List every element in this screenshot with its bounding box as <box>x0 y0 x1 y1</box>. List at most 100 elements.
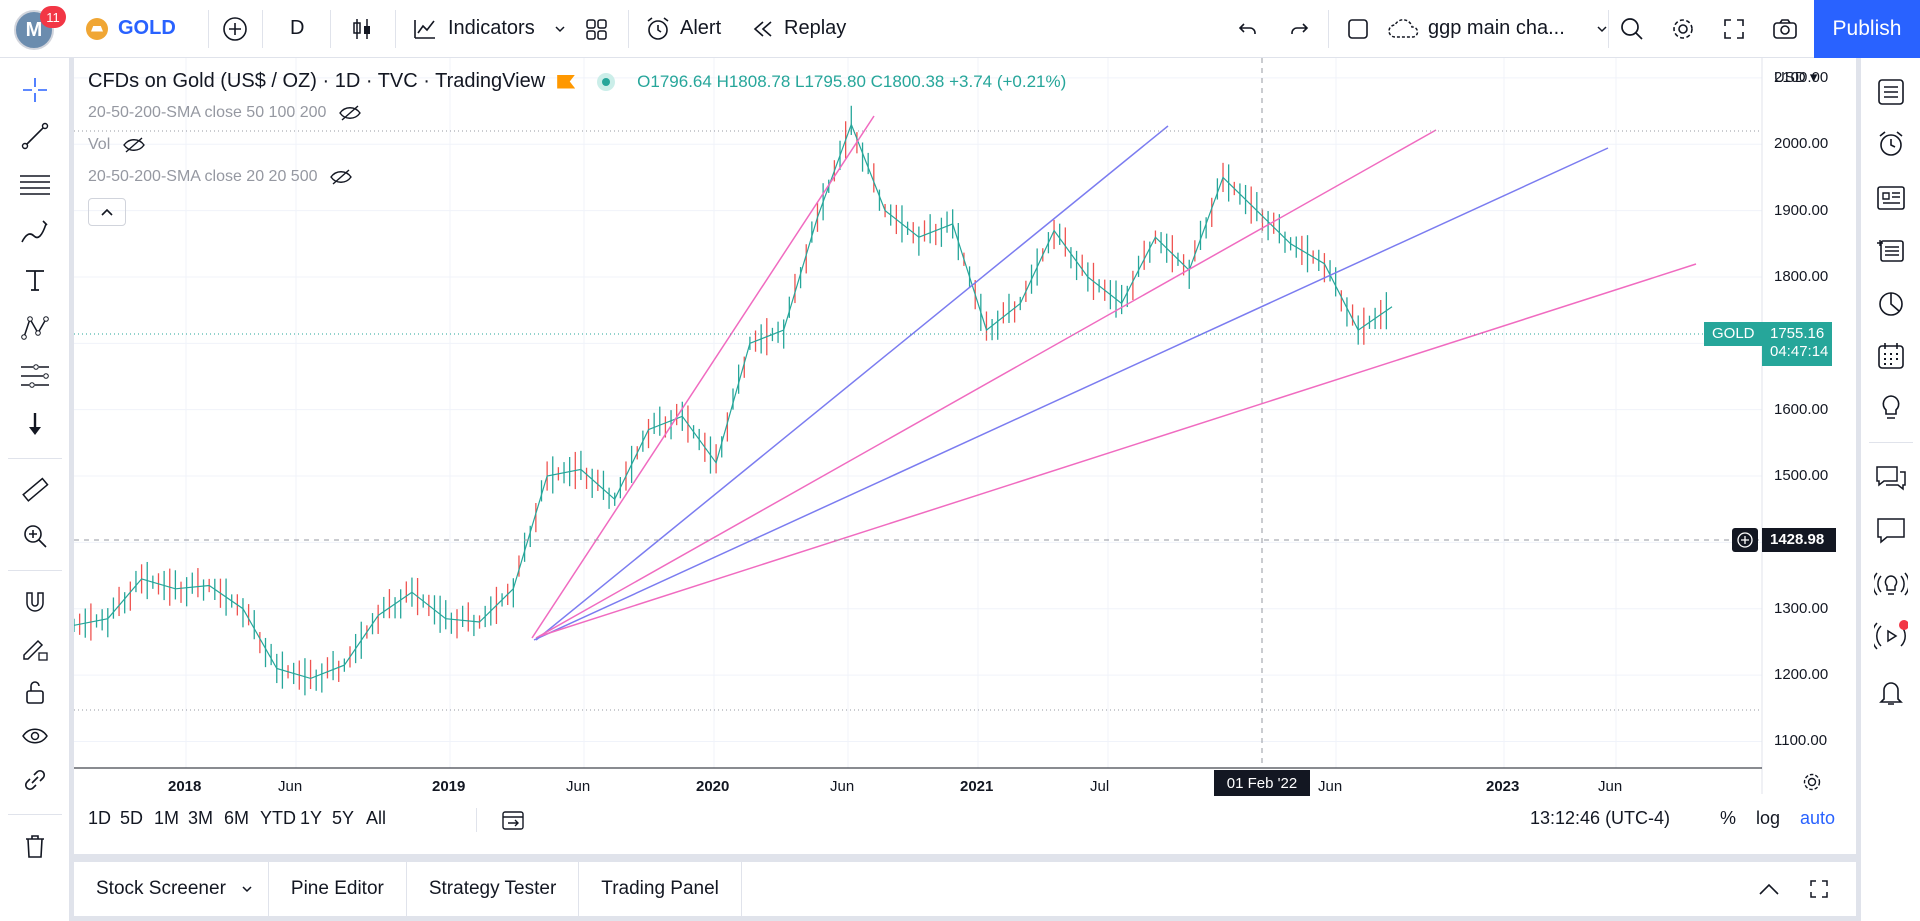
symbol-search[interactable]: GOLD <box>86 0 176 58</box>
hotlists-button[interactable] <box>1871 284 1911 324</box>
grid-layout-icon <box>586 19 607 40</box>
templates-button[interactable] <box>576 9 616 49</box>
collapse-legend-button[interactable] <box>88 198 126 226</box>
text-tool[interactable] <box>15 260 55 300</box>
go-to-date-button[interactable] <box>498 806 528 834</box>
fib-tool[interactable] <box>15 164 55 204</box>
snapshot-button[interactable] <box>1765 9 1805 49</box>
fan-line-pink-1 <box>531 115 875 639</box>
price-line <box>74 122 1393 680</box>
hide-drawings-tool[interactable] <box>15 716 55 756</box>
square-icon <box>1348 19 1368 39</box>
arrow-tool[interactable] <box>15 404 55 444</box>
streams-button[interactable] <box>1871 564 1911 604</box>
layout-menu[interactable]: ggp main cha... <box>1386 0 1609 58</box>
news-button[interactable] <box>1871 178 1911 218</box>
trash-icon <box>26 835 44 858</box>
eye-hidden-icon[interactable] <box>338 104 362 122</box>
calendar-button[interactable] <box>1871 336 1911 376</box>
eye-hidden-icon[interactable] <box>122 136 146 154</box>
publish-button[interactable]: Publish <box>1814 0 1920 58</box>
clock-label[interactable]: 13:12:46 (UTC-4) <box>1530 808 1671 828</box>
zoom-tool[interactable] <box>15 516 55 556</box>
live-streams-button[interactable] <box>1871 616 1911 656</box>
search-button[interactable] <box>1612 9 1652 49</box>
range-button-5y[interactable]: 5Y <box>332 808 355 828</box>
tab-trading-panel[interactable]: Trading Panel <box>579 862 742 916</box>
flag-icon[interactable] <box>557 74 576 89</box>
data-window-button[interactable] <box>1871 230 1911 270</box>
crosshair-price-tag: 1428.98 <box>1762 528 1836 552</box>
sync-drawings-tool[interactable] <box>15 760 55 800</box>
range-button-6m[interactable]: 6M <box>224 808 250 828</box>
legend-title: CFDs on Gold (US$ / OZ) · 1D · TVC · Tra… <box>88 70 546 92</box>
replay-button[interactable]: Replay <box>750 0 846 58</box>
range-button-all[interactable]: All <box>366 808 387 828</box>
chats-button[interactable] <box>1871 458 1911 498</box>
ideas-button[interactable] <box>1871 388 1911 428</box>
fullscreen-button[interactable] <box>1714 9 1754 49</box>
interval-button[interactable]: D <box>290 0 304 58</box>
chart-type-button[interactable] <box>342 9 382 49</box>
indicators-button[interactable]: Indicators <box>412 0 567 58</box>
price-axis-label: 1200.00 <box>1774 666 1829 684</box>
price-axis-label: 1900.00 <box>1774 201 1829 219</box>
undo-button[interactable] <box>1228 9 1268 49</box>
interval-label: D <box>290 17 305 39</box>
price-chart[interactable] <box>74 58 1856 794</box>
alerts-button[interactable] <box>1871 124 1911 164</box>
watchlist-button[interactable] <box>1871 72 1911 112</box>
range-button-3m[interactable]: 3M <box>188 808 214 828</box>
compare-add-button[interactable] <box>215 9 255 49</box>
chart-settings-button[interactable] <box>1798 770 1826 794</box>
measure-tool[interactable] <box>15 470 55 510</box>
tab-strategy-tester[interactable]: Strategy Tester <box>407 862 580 916</box>
right-sidebar <box>1860 58 1920 921</box>
indicator-row-2[interactable]: Vol <box>88 136 146 154</box>
lock-drawing-tool[interactable] <box>15 628 55 668</box>
range-button-ytd[interactable]: YTD <box>260 808 296 828</box>
range-button-5d[interactable]: 5D <box>120 808 144 828</box>
brush-tool[interactable] <box>15 212 55 252</box>
expand-icon <box>1810 880 1828 898</box>
notifications-button[interactable] <box>1871 672 1911 712</box>
currency-selector[interactable]: USD ▾ <box>1774 69 1818 86</box>
tab-stock-screener[interactable]: Stock Screener <box>74 862 269 916</box>
collapse-panel-button[interactable] <box>1754 874 1784 904</box>
log-toggle[interactable]: log <box>1756 808 1781 828</box>
redo-button[interactable] <box>1279 9 1319 49</box>
trend-line-tool[interactable] <box>15 116 55 156</box>
auto-toggle[interactable]: auto <box>1800 808 1836 828</box>
remove-drawings-tool[interactable] <box>15 826 55 866</box>
brush-icon <box>21 220 48 243</box>
prediction-tool[interactable] <box>15 356 55 396</box>
range-button-1m[interactable]: 1M <box>154 808 180 828</box>
unlock-icon <box>26 681 44 704</box>
price-axis-label: 2000.00 <box>1774 135 1829 153</box>
pattern-tool[interactable] <box>15 308 55 348</box>
ohlc-values: O1796.64 H1808.78 L1795.80 C1800.38 +3.7… <box>637 71 1067 91</box>
layout-name: ggp main cha... <box>1428 17 1565 39</box>
indicator-row-3[interactable]: 20-50-200-SMA close 20 20 500 <box>88 168 353 186</box>
percent-toggle[interactable]: % <box>1720 808 1737 828</box>
fullscreen-layout-button[interactable] <box>1338 9 1378 49</box>
fan-line-pink-2 <box>535 129 1437 639</box>
chart-pane[interactable]: CFDs on Gold (US$ / OZ) · 1D · TVC · Tra… <box>74 58 1856 854</box>
lock-all-tool[interactable] <box>15 672 55 712</box>
settings-button[interactable] <box>1663 9 1703 49</box>
candles-icon <box>353 19 370 39</box>
range-button-1y[interactable]: 1Y <box>300 808 323 828</box>
maximize-panel-button[interactable] <box>1804 874 1834 904</box>
add-alert-button[interactable] <box>1732 528 1758 552</box>
public-chats-button[interactable] <box>1871 510 1911 550</box>
indicator-row-1[interactable]: 20-50-200-SMA close 50 100 200 <box>88 104 362 122</box>
alert-label: Alert <box>680 17 722 39</box>
alert-button[interactable]: Alert <box>644 0 721 58</box>
tab-pine-editor[interactable]: Pine Editor <box>269 862 407 916</box>
crosshair-tool[interactable] <box>15 70 55 110</box>
range-button-1d[interactable]: 1D <box>88 808 112 828</box>
play-broadcast-icon <box>1874 620 1908 650</box>
magnet-tool[interactable] <box>15 582 55 622</box>
eye-hidden-icon[interactable] <box>329 168 353 186</box>
chevron-down-icon <box>242 886 252 893</box>
